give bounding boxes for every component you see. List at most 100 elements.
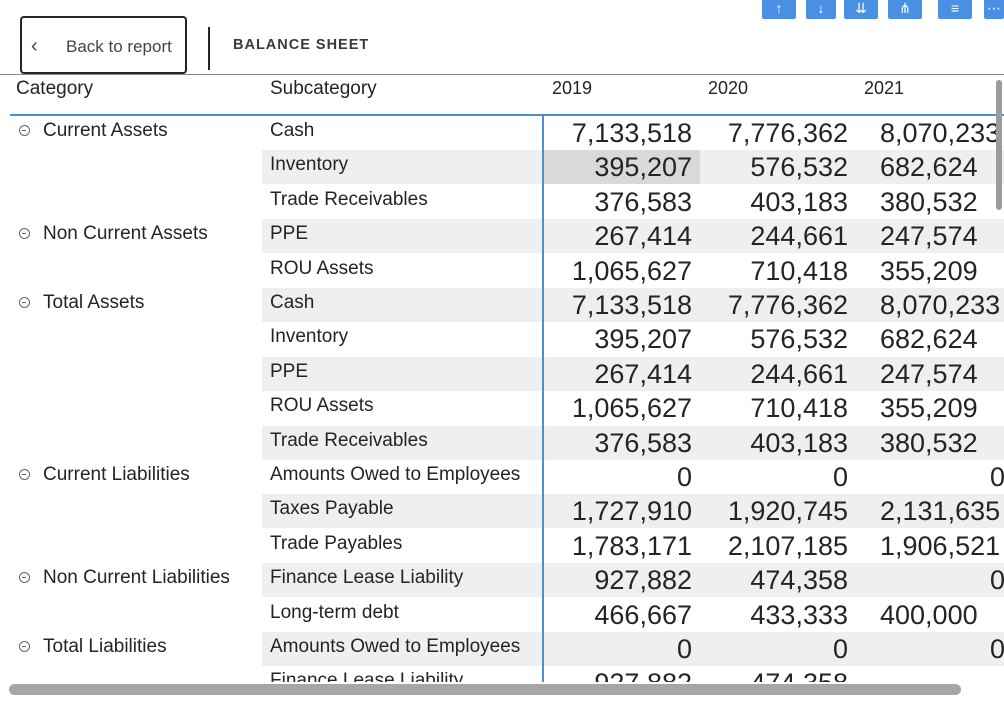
value-cell-2021[interactable]: 247,574	[880, 221, 978, 252]
subcategory-label: PPE	[270, 360, 309, 382]
value-cell-2019[interactable]: 7,133,518	[571, 118, 692, 148]
value-cell-2021[interactable]: 247,574	[880, 358, 978, 389]
value-cell-2019[interactable]: 0	[676, 462, 692, 492]
collapse-icon[interactable]	[19, 297, 30, 308]
value-cell-2020[interactable]: 7,776,362	[727, 290, 848, 320]
value-cell-2019[interactable]: 267,414	[594, 221, 692, 252]
vertical-scrollbar[interactable]	[996, 80, 1002, 210]
value-cell-2021[interactable]: 8,070,233	[880, 290, 1001, 320]
value-cell-2020[interactable]: 710,418	[750, 393, 848, 424]
value-cell-2021[interactable]: 400,000	[880, 599, 978, 630]
value-cell-2021[interactable]: 8,070,233	[880, 118, 1001, 148]
value-cell-2020[interactable]: 474,358	[750, 565, 848, 596]
value-cell-2019[interactable]: 1,783,171	[571, 530, 692, 561]
value-cell-2021[interactable]: 1,906,521	[880, 530, 1001, 561]
value-cell-2019[interactable]: 395,207	[594, 324, 692, 355]
column-header-2020[interactable]: 2020	[708, 78, 749, 98]
subcategory-label: Cash	[270, 120, 315, 141]
value-cell-2019[interactable]: 1,065,627	[571, 393, 692, 424]
table-row[interactable]: Finance Lease Liability 927,882 474,358	[0, 666, 1004, 682]
expand-all-icon[interactable]: ⋔	[888, 0, 922, 19]
value-cell-2019[interactable]: 0	[676, 634, 692, 664]
title-separator	[208, 27, 210, 70]
subcategory-label: Cash	[270, 292, 315, 313]
collapse-icon[interactable]	[19, 572, 30, 584]
value-cell-2021[interactable]: 2,131,635	[880, 496, 1001, 527]
collapse-icon[interactable]	[19, 228, 30, 240]
subcategory-label: Inventory	[270, 326, 349, 348]
value-cell-2020[interactable]: 403,183	[750, 186, 848, 217]
row-band	[262, 425, 1004, 460]
drill-down-icon[interactable]: ↓	[806, 0, 836, 19]
value-cell-2021[interactable]: 355,209	[880, 255, 978, 286]
value-cell-2021[interactable]: 355,209	[880, 393, 978, 424]
value-cell-2020[interactable]: 244,661	[750, 358, 848, 389]
table-row[interactable]: Trade Receivables 376,583 403,183 380,532	[0, 425, 1004, 460]
value-cell-2020[interactable]: 576,532	[750, 152, 848, 183]
value-cell-2020[interactable]: 474,358	[750, 668, 848, 682]
page-title: BALANCE SHEET	[233, 37, 370, 53]
value-cell-2021[interactable]: 0	[990, 565, 1004, 596]
value-cell-2020[interactable]: 0	[832, 462, 848, 492]
value-cell-2020[interactable]: 433,333	[750, 599, 848, 630]
value-cell-2019[interactable]: 1,727,910	[571, 496, 692, 527]
table-row[interactable]: Trade Payables 1,783,171 2,107,185 1,906,52…	[0, 529, 1004, 563]
value-cell-2019[interactable]: 7,133,518	[571, 290, 692, 320]
value-cell-2020[interactable]: 576,532	[750, 324, 848, 355]
value-cell-2020[interactable]: 244,661	[750, 221, 848, 252]
collapse-icon[interactable]	[19, 469, 30, 480]
value-cell-2020[interactable]: 7,776,362	[727, 118, 848, 148]
value-cell-2019[interactable]: 376,583	[594, 427, 692, 458]
value-cell-2019[interactable]: 376,583	[594, 186, 692, 217]
subcategory-label: ROU Assets	[270, 257, 374, 279]
column-header-subcategory[interactable]: Subcategory	[270, 78, 377, 99]
value-cell-2019[interactable]: 927,882	[594, 668, 692, 682]
value-cell-2020[interactable]: 2,107,185	[727, 530, 848, 561]
expand-next-level-icon[interactable]: ⇊	[844, 0, 878, 19]
back-to-report-button[interactable]: ‹ Back to report	[20, 16, 187, 74]
table-row[interactable]: Inventory 395,207 576,532 682,624	[0, 150, 1004, 185]
value-cell-2021[interactable]: 380,532	[880, 427, 978, 458]
value-cell-2021[interactable]: 0	[990, 634, 1004, 664]
table-row[interactable]: Trade Receivables 376,583 403,183 380,532	[0, 185, 1004, 219]
table-row[interactable]: Long-term debt 466,667 433,333 400,000	[0, 598, 1004, 632]
value-cell-2020[interactable]: 0	[832, 634, 848, 664]
chevron-left-icon: ‹	[31, 35, 38, 57]
table-row[interactable]: Non Current Liabilities Finance Lease Lia…	[0, 563, 1004, 598]
value-cell-2021[interactable]: 0	[990, 462, 1004, 492]
table-row[interactable]: Total Assets Cash 7,133,518 7,776,362 8,070,…	[0, 288, 1004, 322]
collapse-icon[interactable]	[19, 641, 30, 652]
value-cell-2021[interactable]: 682,624	[880, 324, 978, 355]
visual-toolbar: ↑ ↓ ⇊ ⋔ ≡ ⋯	[760, 0, 1004, 20]
column-header-2019[interactable]: 2019	[552, 78, 593, 98]
table-row[interactable]: Taxes Payable 1,727,910 1,920,745 2,131,635	[0, 494, 1004, 529]
table-row[interactable]: ROU Assets 1,065,627 710,418 355,209	[0, 254, 1004, 288]
category-label: Non Current Assets	[43, 223, 208, 245]
table-row[interactable]: Total Liabilities Amounts Owed to Employe…	[0, 632, 1004, 666]
value-cell-2020[interactable]: 710,418	[750, 255, 848, 286]
value-cell-2021[interactable]: 380,532	[880, 186, 978, 217]
balance-sheet-matrix[interactable]: Category Subcategory 2019 2020 2021 Curr…	[0, 74, 1004, 682]
value-cell-2019[interactable]: 1,065,627	[571, 255, 692, 286]
table-row[interactable]: Current Liabilities Amounts Owed to Emplo…	[0, 460, 1004, 494]
value-cell-2019[interactable]: 927,882	[594, 565, 692, 596]
more-options-icon[interactable]: ⋯	[984, 0, 1004, 19]
value-cell-2021[interactable]: 682,624	[880, 152, 978, 183]
table-row[interactable]: PPE 267,414 244,661 247,574	[0, 356, 1004, 391]
table-row[interactable]: Non Current Assets PPE 267,414 244,661 247,5…	[0, 219, 1004, 254]
column-header-2021[interactable]: 2021	[864, 78, 905, 98]
value-cell-2019[interactable]: 267,414	[594, 358, 692, 389]
value-cell-2019[interactable]: 466,667	[594, 599, 692, 630]
table-row[interactable]: Inventory 395,207 576,532 682,624	[0, 322, 1004, 356]
filter-icon[interactable]: ≡	[938, 0, 972, 19]
value-cell-2020[interactable]: 1,920,745	[727, 496, 848, 527]
row-band	[262, 356, 1004, 391]
value-cell-2020[interactable]: 403,183	[750, 427, 848, 458]
horizontal-scrollbar[interactable]	[9, 684, 961, 695]
table-row[interactable]: Current Assets Cash 7,133,518 7,776,362 8,07…	[0, 116, 1004, 150]
value-cell-2019[interactable]: 395,207	[594, 152, 692, 183]
column-header-category[interactable]: Category	[16, 78, 94, 99]
table-row[interactable]: ROU Assets 1,065,627 710,418 355,209	[0, 391, 1004, 425]
drill-up-icon[interactable]: ↑	[762, 0, 796, 19]
collapse-icon[interactable]	[19, 125, 30, 136]
